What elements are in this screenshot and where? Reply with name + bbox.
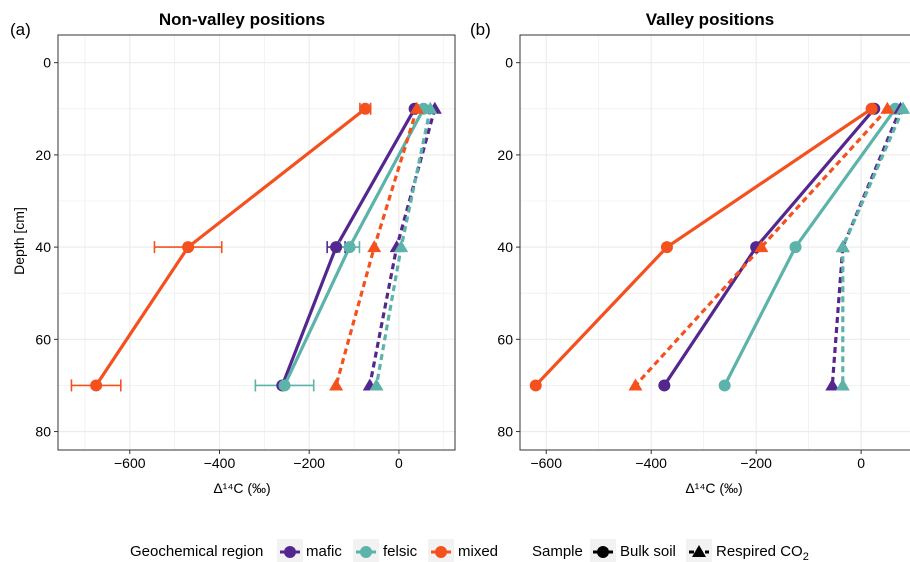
data-point-mixed-bulk	[865, 102, 878, 115]
chart-title-b: Valley positions	[646, 10, 775, 29]
data-point-mixed-respired	[628, 378, 643, 391]
chart-title-a: Non-valley positions	[159, 10, 325, 29]
data-point-mixed-respired	[367, 240, 382, 253]
data-point-mixed-bulk	[182, 241, 195, 254]
legend-marker-respired	[692, 545, 706, 557]
y-tick-label: 40	[497, 239, 513, 255]
panel-border-b	[519, 34, 910, 451]
panel-a: 0 20 40 60 80 −600 −400 −200 0	[35, 34, 456, 471]
data-point-mixed-respired	[880, 101, 895, 114]
plot-area-a	[58, 35, 455, 450]
legend-label-mafic: mafic	[306, 543, 342, 560]
legend: Geochemical region mafic felsic mixed Sa…	[130, 539, 809, 562]
y-tick-label: 0	[505, 55, 513, 71]
y-tick-label: 0	[43, 55, 51, 71]
data-point-felsic-respired	[369, 378, 384, 391]
data-point-felsic-bulk	[343, 241, 356, 254]
y-tick-label: 40	[35, 239, 51, 255]
panel-border-a	[57, 34, 456, 451]
x-tick-label: 0	[857, 455, 865, 471]
legend-label-mixed: mixed	[458, 543, 498, 560]
legend-label-respired-main: Respired CO	[716, 543, 803, 560]
series-line-mafic-respired	[830, 108, 902, 386]
data-point-felsic-respired	[896, 101, 910, 114]
plot-area-b	[520, 35, 910, 450]
legend-marker-mafic	[284, 546, 296, 558]
data-point-mafic-bulk	[658, 379, 671, 392]
panel-b: 0 20 40 60 80 −600 −400 −200 0	[497, 34, 910, 471]
data-point-mixed-respired	[409, 101, 424, 114]
data-point-felsic-respired	[394, 240, 409, 253]
legend-sample-title: Sample	[532, 543, 583, 560]
y-tick-label: 60	[497, 331, 513, 347]
data-point-felsic-respired	[835, 378, 850, 391]
data-point-mixed-bulk	[90, 379, 103, 392]
data-point-mixed-bulk	[529, 379, 542, 392]
legend-marker-bulk	[597, 546, 609, 558]
data-point-mixed-respired	[754, 240, 769, 253]
panel-tag-a: (a)	[10, 20, 31, 39]
y-axis-label-a: Depth [cm]	[11, 207, 27, 275]
x-tick-label: 0	[395, 455, 403, 471]
y-tick-label: 20	[35, 147, 51, 163]
legend-region-title: Geochemical region	[130, 543, 263, 560]
y-tick-label: 80	[497, 424, 513, 440]
x-axis-label-b: Δ¹⁴C (‰)	[685, 480, 742, 496]
legend-label-respired: Respired CO2	[716, 543, 809, 562]
legend-label-felsic: felsic	[383, 543, 418, 560]
x-tick-label: −400	[635, 455, 667, 471]
data-point-mixed-bulk	[359, 102, 372, 115]
data-point-mafic-bulk	[330, 241, 343, 254]
data-point-mixed-bulk	[660, 241, 673, 254]
x-tick-label: −200	[740, 455, 772, 471]
x-tick-label: −400	[204, 455, 236, 471]
x-tick-label: −600	[530, 455, 562, 471]
legend-label-respired-sub: 2	[803, 551, 809, 562]
plot-layer: 0 20 40 60 80 −600 −400 −200 0 0 20 40 60 80 −600 −400 −…	[35, 34, 910, 471]
x-tick-label: −600	[114, 455, 146, 471]
x-tick-label: −200	[293, 455, 325, 471]
legend-marker-mixed	[435, 546, 447, 558]
y-tick-label: 80	[35, 424, 51, 440]
legend-marker-felsic	[360, 546, 372, 558]
series-line-mixed-respired	[634, 107, 889, 387]
data-point-mixed-respired	[329, 378, 344, 391]
x-axis-label-a: Δ¹⁴C (‰)	[213, 480, 270, 496]
data-point-felsic-bulk	[718, 379, 731, 392]
y-tick-label: 60	[35, 331, 51, 347]
data-point-felsic-respired	[423, 101, 438, 114]
data-point-felsic-bulk	[278, 379, 291, 392]
panel-tag-b: (b)	[470, 20, 491, 39]
data-point-felsic-bulk	[789, 241, 802, 254]
legend-label-bulk: Bulk soil	[620, 543, 676, 560]
y-tick-label: 20	[497, 147, 513, 163]
data-point-mafic-respired	[825, 378, 840, 391]
data-point-felsic-respired	[835, 240, 850, 253]
